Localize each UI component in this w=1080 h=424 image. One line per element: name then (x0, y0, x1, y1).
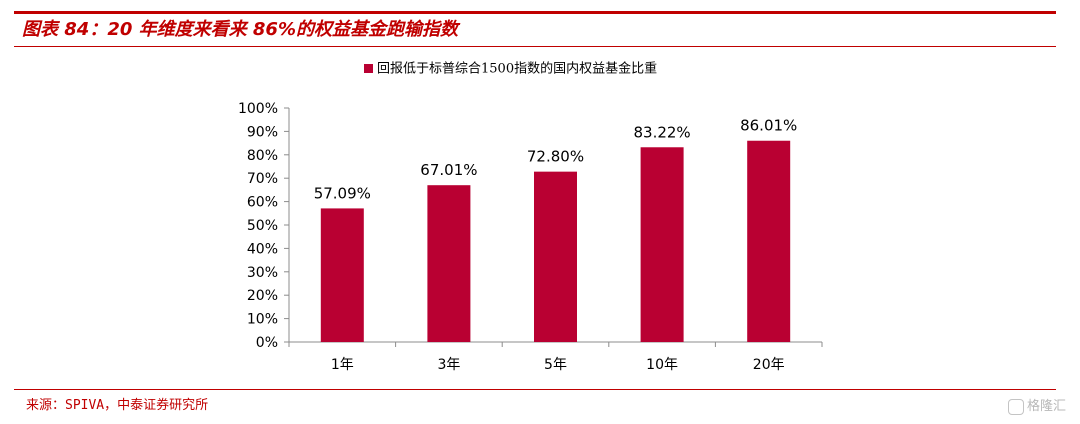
x-tick-label: 10年 (646, 357, 678, 373)
x-tick-label: 5年 (544, 357, 567, 373)
y-tick-label: 50% (247, 218, 278, 234)
legend: 回报低于标普综合1500指数的国内权益基金比重 (364, 61, 657, 77)
x-axis: 1年 3年 5年 10年 20年 (288, 341, 823, 373)
legend-label: 回报低于标普综合1500指数的国内权益基金比重 (377, 61, 657, 77)
bar-chart: 回报低于标普综合1500指数的国内权益基金比重 0% 10% 20% 30% 40% 50… (238, 61, 823, 373)
source-note: 来源：SPIVA，中泰证券研究所 (26, 398, 209, 413)
y-tick-label: 90% (247, 124, 278, 140)
x-tick-label: 3年 (437, 357, 460, 373)
bar (534, 171, 577, 342)
y-tick-label: 0% (256, 335, 278, 351)
bar (747, 140, 791, 342)
bars: 57.09% 67.01% 72.80% 83.22% 86.01% (314, 117, 797, 342)
title-divider (14, 46, 1056, 47)
y-tick-label: 40% (247, 241, 278, 257)
legend-swatch (364, 64, 373, 73)
y-tick-label: 60% (247, 195, 278, 211)
y-tick-label: 30% (247, 265, 278, 281)
y-tick-label: 70% (247, 171, 278, 187)
y-tick-label: 10% (247, 312, 278, 328)
data-label: 83.22% (633, 123, 690, 141)
data-label: 72.80% (527, 148, 584, 166)
data-label: 57.09% (314, 184, 371, 202)
header-top-rule (14, 11, 1056, 14)
y-tick-label: 100% (238, 101, 278, 117)
watermark-logo-icon (1007, 398, 1024, 415)
data-label: 86.01% (740, 117, 797, 135)
bar (427, 185, 471, 342)
x-tick-label: 1年 (331, 357, 354, 373)
bar (320, 208, 364, 342)
y-tick-label: 80% (247, 148, 278, 164)
x-tick-label: 20年 (753, 357, 785, 373)
watermark-text: 格隆汇 (1026, 399, 1066, 414)
footer-divider (14, 389, 1056, 390)
y-tick-label: 20% (247, 288, 278, 304)
chart-title: 图表 84：20 年维度来看来 86%的权益基金跑输指数 (22, 19, 458, 40)
y-axis: 0% 10% 20% 30% 40% 50% 60% 70% 80% 90% 100% (238, 101, 290, 351)
bar (640, 147, 684, 342)
watermark: 格隆汇 (1007, 396, 1066, 418)
data-label: 67.01% (420, 161, 477, 179)
